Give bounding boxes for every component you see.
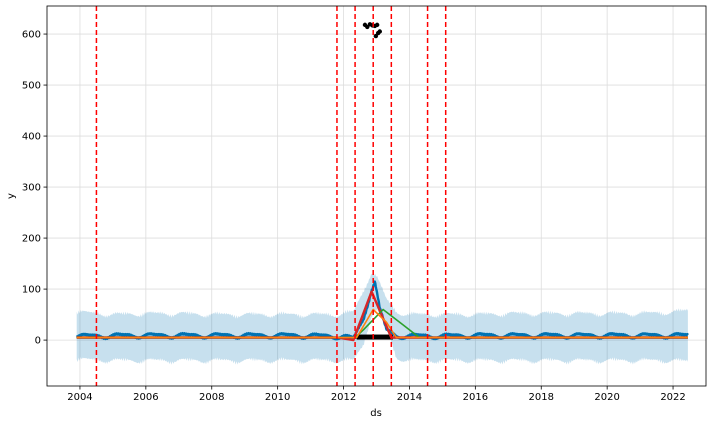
y-tick-label: 100 [22, 285, 41, 296]
x-tick-label: 2006 [133, 392, 158, 403]
y-tick-label: 300 [22, 183, 41, 194]
x-tick-label: 2010 [265, 392, 290, 403]
y-tick-label: 200 [22, 234, 41, 245]
x-tick-label: 2022 [660, 392, 685, 403]
observed-spike-bar [356, 334, 393, 340]
uncertainty-band-area [76, 272, 688, 365]
changepoint-lines [95, 6, 447, 386]
x-tick-label: 2014 [397, 392, 422, 403]
observed-point [377, 29, 382, 34]
y-axis-label: y [6, 193, 17, 199]
x-tick-label: 2008 [199, 392, 224, 403]
plot-frame [46, 5, 707, 387]
y-axis: 0 100 200 300 400 500 600 [22, 30, 47, 347]
x-tick-label: 2020 [594, 392, 619, 403]
x-axis-label: ds [370, 408, 382, 419]
x-tick-label: 2004 [67, 392, 92, 403]
y-tick-label: 400 [22, 132, 41, 143]
plot-background [47, 6, 706, 386]
x-tick-label: 2016 [463, 392, 488, 403]
observed-point [373, 33, 379, 39]
x-axis: 2004 2006 2008 2010 2012 2014 2016 2018 2020 2022 [67, 386, 686, 403]
x-tick-label: 2012 [331, 392, 356, 403]
observed-point [374, 22, 380, 28]
grid [47, 6, 706, 386]
y-tick-label: 0 [35, 336, 41, 347]
x-tick-label: 2018 [529, 392, 554, 403]
series-line-orange [76, 308, 688, 339]
y-tick-label: 500 [22, 81, 41, 92]
uncertainty-band [76, 272, 688, 365]
y-tick-label: 600 [22, 30, 41, 41]
